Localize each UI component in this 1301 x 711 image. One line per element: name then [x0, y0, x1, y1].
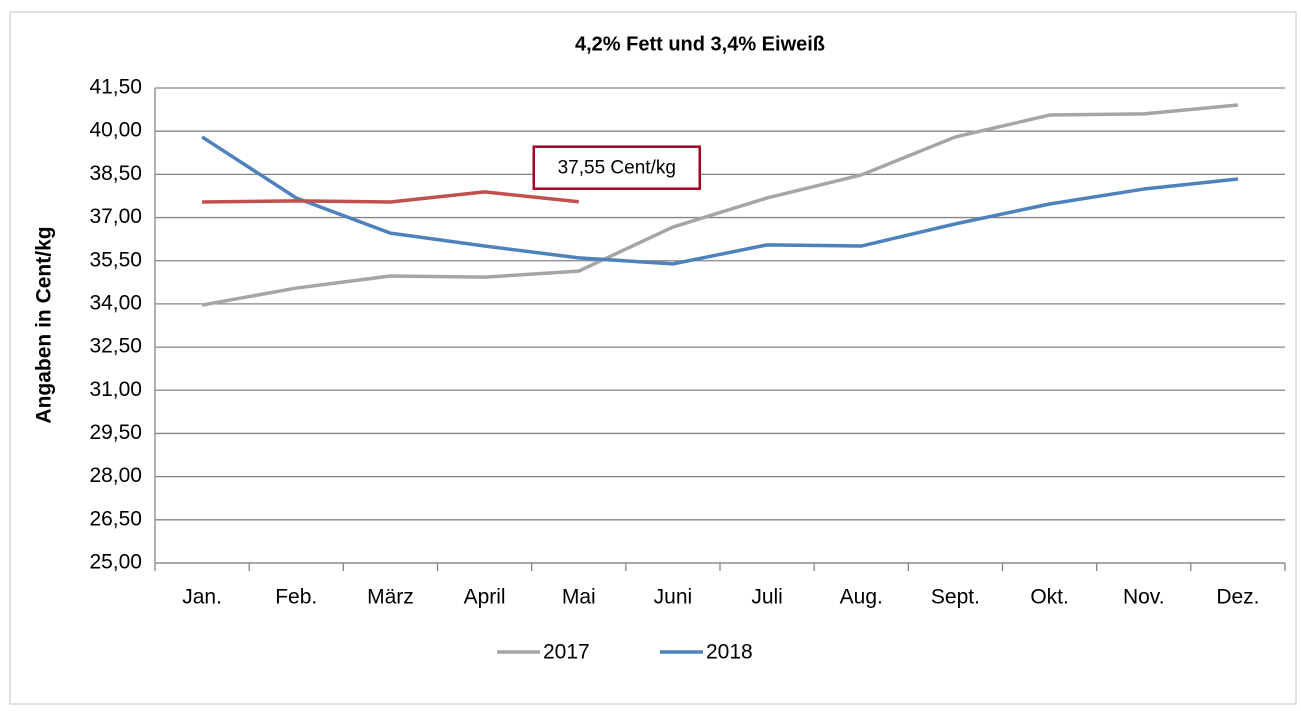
- x-tick-label: Jan.: [182, 586, 222, 609]
- x-tick-label: April: [464, 586, 506, 609]
- y-tick-label: 31,00: [89, 378, 142, 401]
- legend-label: 2018: [706, 641, 753, 664]
- y-tick-label: 41,50: [89, 76, 142, 99]
- data-label: 37,55 Cent/kg: [558, 158, 676, 179]
- chart-frame: [9, 11, 1297, 705]
- x-tick-label: Dez.: [1216, 586, 1259, 609]
- y-tick-label: 40,00: [89, 119, 142, 142]
- x-tick-label: Mai: [562, 586, 596, 609]
- line-series: [202, 190, 579, 204]
- y-tick-label: 25,00: [89, 551, 142, 574]
- x-tick-label: Sept.: [931, 586, 980, 609]
- line-series: [201, 135, 1239, 266]
- y-axis-label: Angaben in Cent/kg: [33, 226, 56, 423]
- x-tick-label: Feb.: [275, 586, 317, 609]
- line-series: [201, 103, 1239, 307]
- y-tick-label: 35,50: [89, 248, 142, 271]
- y-tick-label: 26,50: [89, 507, 142, 530]
- y-tick-label: 37,00: [89, 205, 142, 228]
- x-tick-label: Juli: [751, 586, 783, 609]
- x-tick-label: Juni: [654, 586, 693, 609]
- x-tick-label: Aug.: [840, 586, 883, 609]
- legend-label: 2017: [543, 641, 590, 664]
- y-tick-label: 34,00: [89, 291, 142, 314]
- x-tick-label: Nov.: [1123, 586, 1165, 609]
- y-tick-label: 32,50: [89, 335, 142, 358]
- y-tick-label: 38,50: [89, 162, 142, 185]
- x-tick-label: Okt.: [1030, 586, 1069, 609]
- y-tick-label: 29,50: [89, 421, 142, 444]
- data-label-box: [532, 145, 701, 190]
- x-tick-label: März: [367, 586, 414, 609]
- y-tick-label: 28,00: [89, 464, 142, 487]
- chart-title: 4,2% Fett und 3,4% Eiweiß: [575, 33, 825, 55]
